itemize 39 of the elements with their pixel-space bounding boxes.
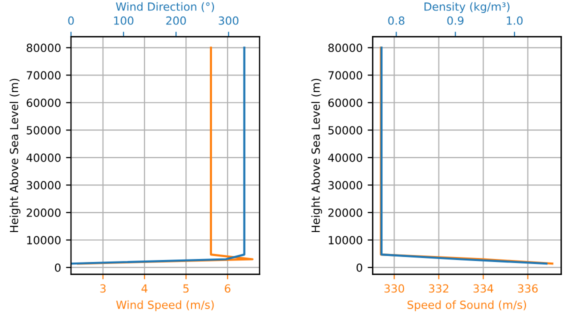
x-tick-label: 5: [183, 284, 189, 293]
x2-tick-label: 0: [68, 16, 74, 25]
x-axis-title: Wind Speed (m/s): [116, 300, 214, 312]
x-tick-label: 4: [142, 284, 148, 293]
x-tick-label: 334: [474, 284, 494, 293]
y-tick-label: 20000: [26, 208, 61, 217]
y-tick-label: 40000: [328, 154, 362, 162]
x2-tick-label: 1.0: [506, 16, 523, 25]
y-tick-label: 50000: [328, 126, 362, 134]
x-axis-title: Speed of Sound (m/s): [408, 300, 526, 312]
x2-tick-label: 0.8: [388, 16, 404, 25]
y-tick-label: 80000: [26, 44, 61, 52]
x2-axis-title: Wind Direction (°): [116, 2, 214, 12]
x-tick-label: 336: [518, 284, 538, 293]
x-tick-label: 6: [224, 284, 230, 293]
y-tick-label: 60000: [328, 98, 362, 108]
x2-tick-label: 0.9: [447, 16, 464, 25]
y-tick-label: 10000: [27, 236, 61, 244]
y-tick-label: 70000: [26, 71, 61, 80]
y-axis-title: Height Above Sea Level (m): [10, 78, 20, 232]
y-tick-label: 70000: [328, 71, 362, 80]
x2-tick-label: 200: [166, 16, 186, 25]
y-tick-label: 30000: [26, 181, 61, 190]
x2-tick-label: 100: [114, 16, 134, 25]
y-tick-label: 40000: [26, 154, 61, 162]
y-tick-label: 0: [54, 263, 61, 272]
y-tick-label: 0: [356, 263, 362, 272]
x2-tick-label: 300: [218, 16, 238, 25]
x2-axis-title: Density (kg/m³): [424, 2, 510, 13]
y-tick-label: 30000: [328, 181, 362, 190]
y-tick-label: 10000: [328, 236, 362, 244]
x-tick-label: 332: [429, 284, 448, 293]
y-tick-label: 20000: [328, 208, 362, 217]
y-tick-label: 50000: [26, 126, 61, 134]
y-axis-title: Height Above Sea Level (m): [311, 78, 322, 232]
x-tick-label: 330: [384, 284, 404, 293]
y-tick-label: 60000: [26, 98, 61, 108]
x-tick-label: 3: [100, 284, 106, 293]
y-tick-label: 80000: [328, 44, 362, 52]
